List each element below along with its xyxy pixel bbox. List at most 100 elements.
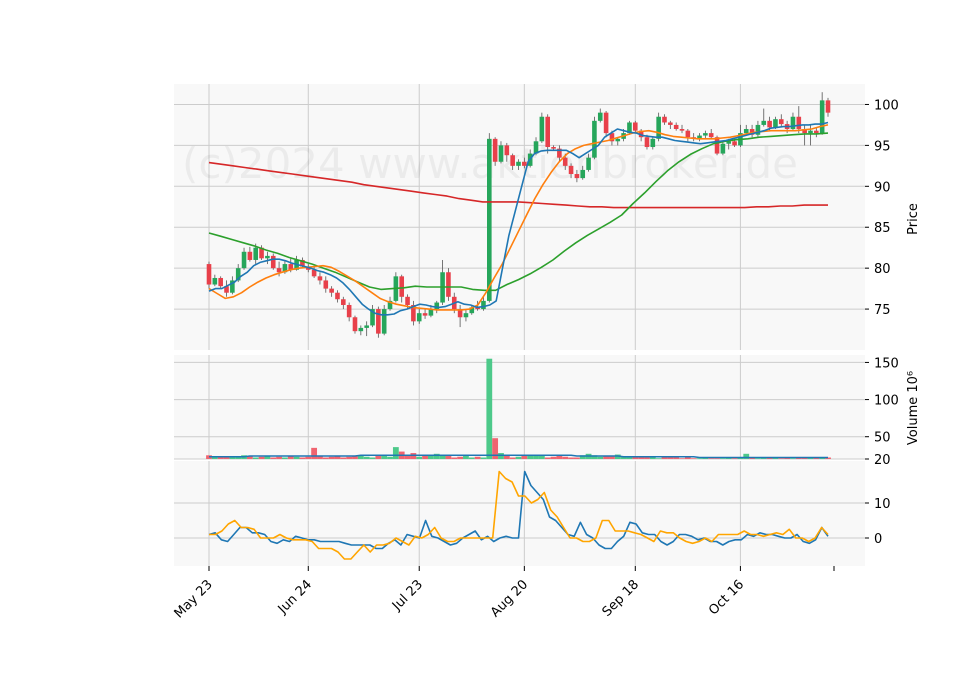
volume-bar bbox=[509, 457, 516, 459]
candle-body bbox=[364, 325, 369, 328]
candle-body bbox=[405, 296, 410, 305]
volume-bar bbox=[784, 457, 791, 459]
candle-body bbox=[475, 307, 480, 310]
candle-body bbox=[241, 251, 247, 269]
volume-bar bbox=[445, 456, 452, 459]
volume-bar bbox=[719, 458, 726, 459]
price-tick-label: 75 bbox=[874, 303, 891, 318]
candle-body bbox=[235, 268, 241, 281]
candle-body bbox=[230, 280, 235, 293]
candle-body bbox=[446, 272, 451, 297]
date-tick-label: Jun 24 bbox=[275, 577, 315, 617]
candle-body bbox=[533, 141, 539, 154]
candle-body bbox=[755, 124, 761, 135]
candle-body bbox=[481, 300, 486, 310]
candle-body bbox=[632, 122, 638, 131]
candle-body bbox=[206, 264, 212, 285]
candle-body bbox=[708, 133, 714, 138]
candle-body bbox=[679, 129, 685, 131]
volume-bar bbox=[404, 456, 411, 459]
candle-body bbox=[288, 264, 294, 270]
volume-bar bbox=[375, 456, 382, 459]
volume-bar bbox=[556, 456, 563, 459]
volume-bar bbox=[714, 458, 720, 459]
indicator-line-orange bbox=[209, 470, 829, 560]
volume-bar bbox=[311, 447, 318, 459]
candle-body bbox=[510, 155, 515, 166]
indicator-panel-bg bbox=[174, 461, 865, 566]
volume-bar bbox=[772, 457, 779, 459]
volume-bar bbox=[731, 458, 738, 459]
volume-bar bbox=[673, 457, 680, 459]
volume-bar bbox=[743, 453, 750, 459]
candle-body bbox=[352, 317, 358, 332]
volume-bar bbox=[322, 457, 329, 459]
volume-bar bbox=[813, 457, 820, 459]
volume-bar bbox=[725, 457, 732, 459]
candle-body bbox=[381, 309, 387, 334]
candle-body bbox=[300, 259, 305, 267]
candle-body bbox=[597, 112, 603, 121]
candle-body bbox=[580, 169, 586, 179]
volume-bar bbox=[428, 455, 434, 459]
candle-body bbox=[270, 255, 276, 269]
volume-bar bbox=[614, 454, 621, 459]
volume-ma-line bbox=[209, 454, 828, 459]
candle-body bbox=[335, 292, 340, 300]
price-tick-label: 80 bbox=[874, 262, 891, 277]
volume-bar bbox=[439, 454, 446, 459]
candle-body bbox=[644, 137, 650, 148]
volume-bar bbox=[270, 457, 277, 459]
volume-bar bbox=[521, 456, 528, 459]
candle-body bbox=[615, 138, 621, 142]
volume-bar bbox=[387, 456, 393, 459]
volume-bar bbox=[737, 457, 744, 459]
volume-bar bbox=[334, 456, 341, 459]
price-tick-label: 95 bbox=[874, 139, 891, 154]
volume-bar bbox=[468, 457, 475, 459]
price-layer bbox=[206, 92, 831, 338]
candle-body bbox=[767, 120, 772, 128]
candle-body bbox=[592, 120, 597, 158]
candle-body bbox=[796, 116, 802, 130]
indicator-layer bbox=[208, 470, 829, 560]
volume-bar bbox=[282, 457, 288, 459]
volume-bar bbox=[795, 457, 802, 459]
indicator-tick-label: 0 bbox=[874, 532, 882, 547]
volume-bar bbox=[644, 457, 650, 459]
volume-bar bbox=[679, 458, 685, 459]
volume-bar bbox=[457, 456, 464, 459]
candle-body bbox=[399, 276, 405, 297]
date-tick-label: Oct 16 bbox=[706, 577, 747, 618]
volume-ylabel: Volume 10⁶ bbox=[906, 371, 921, 445]
volume-bar bbox=[597, 456, 604, 459]
volume-bar bbox=[550, 456, 557, 459]
candle-body bbox=[726, 141, 732, 144]
volume-bar bbox=[649, 456, 656, 459]
volume-bar bbox=[790, 458, 796, 459]
candle-body bbox=[411, 304, 416, 322]
volume-bar bbox=[825, 457, 831, 459]
volume-bar bbox=[562, 456, 569, 459]
volume-bar bbox=[258, 456, 265, 459]
volume-bar bbox=[328, 456, 335, 459]
candle-body bbox=[276, 268, 282, 273]
volume-bar bbox=[533, 454, 539, 459]
candle-body bbox=[574, 174, 580, 179]
indicator-tick-label: 10 bbox=[874, 497, 891, 512]
candle-body bbox=[311, 269, 317, 277]
volume-tick-label: 150 bbox=[874, 356, 899, 371]
volume-bar bbox=[603, 456, 609, 459]
volume-bar bbox=[264, 456, 271, 459]
volume-bar bbox=[486, 358, 493, 459]
volume-bar bbox=[433, 453, 440, 459]
candle-body bbox=[224, 286, 229, 293]
candle-body bbox=[650, 138, 656, 148]
candle-body bbox=[761, 120, 767, 125]
candle-body bbox=[685, 130, 691, 138]
candle-body bbox=[329, 288, 334, 293]
candle-body bbox=[551, 147, 556, 149]
volume-bar bbox=[568, 457, 574, 459]
candle-body bbox=[749, 129, 755, 135]
